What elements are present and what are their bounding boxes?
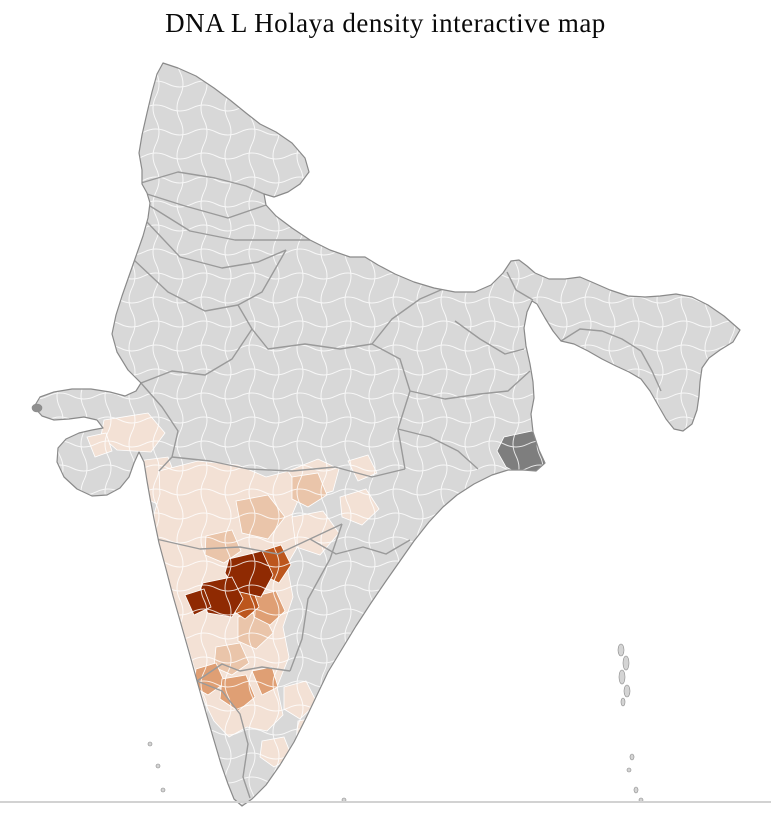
state-border-18 [560,328,642,352]
island-11[interactable] [160,787,166,793]
state-borders-layer [133,171,662,799]
island-9[interactable] [147,741,153,747]
state-border-0 [140,171,265,195]
state-border-21 [309,538,411,555]
state-border-7 [171,456,406,478]
island-3[interactable] [623,684,631,698]
island-2[interactable] [618,669,626,685]
island-7[interactable] [633,786,639,794]
state-border-15 [196,663,291,682]
state-border-6 [140,382,179,472]
state-border-17 [506,271,534,301]
island-0[interactable] [617,643,625,657]
state-border-2 [149,205,310,241]
island-4[interactable] [620,697,626,707]
island-13[interactable] [31,403,43,413]
state-border-13 [155,523,343,555]
state-border-5 [140,304,253,384]
state-border-12 [397,428,479,470]
state-border-16 [196,680,251,799]
state-border-10 [454,320,525,355]
state-border-19 [640,350,662,392]
state-border-9 [371,288,444,345]
state-border-3 [146,221,287,269]
page-title: DNA L Holaya density interactive map [165,8,606,38]
state-border-4 [133,249,287,312]
state-border-11 [409,370,531,400]
island-10[interactable] [155,763,161,769]
island-6[interactable] [626,767,632,773]
islands-layer [31,403,644,803]
bottom-divider [0,801,771,803]
state-border-1 [146,193,267,219]
island-1[interactable] [622,655,630,671]
island-5[interactable] [629,753,635,761]
state-border-14 [289,523,343,672]
